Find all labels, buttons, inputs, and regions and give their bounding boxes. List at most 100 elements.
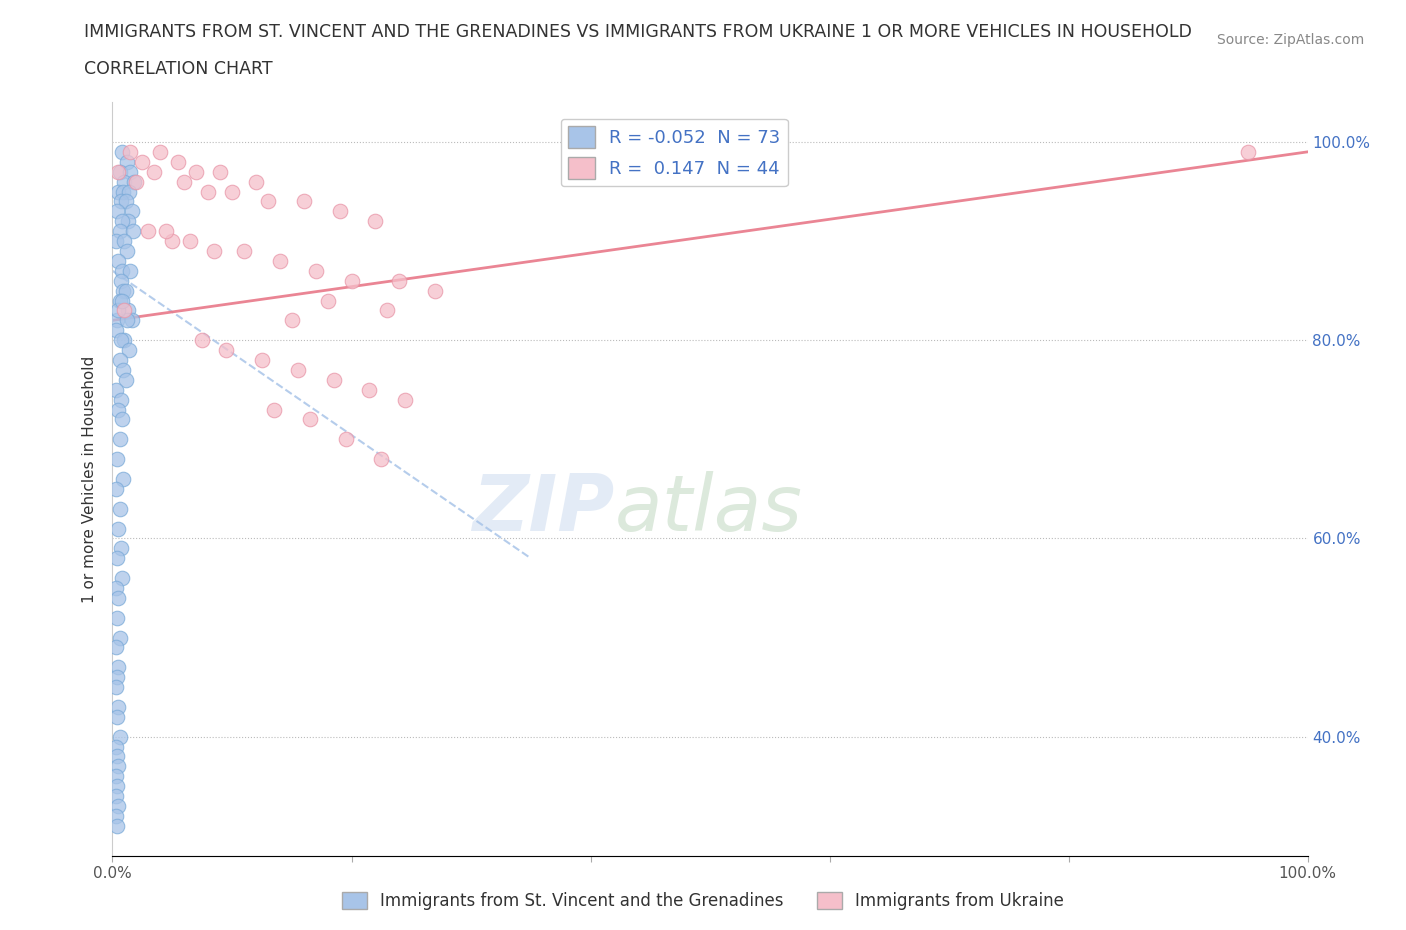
Point [250, 352, 273, 367]
Point [111, 412, 134, 427]
Point [120, 263, 142, 278]
Point [110, 273, 132, 288]
Point [107, 402, 129, 417]
Point [233, 244, 256, 259]
Point [107, 660, 129, 675]
Point [111, 293, 134, 308]
Point [117, 303, 139, 318]
Point [112, 363, 135, 378]
Point [114, 303, 135, 318]
Text: CORRELATION CHART: CORRELATION CHART [84, 60, 273, 78]
Point [112, 283, 135, 298]
Point [191, 333, 214, 348]
Point [105, 818, 128, 833]
Point [105, 233, 128, 248]
Point [105, 323, 128, 338]
Point [322, 372, 344, 387]
Point [121, 224, 143, 239]
Point [105, 580, 128, 595]
Point [110, 333, 132, 348]
Point [131, 154, 153, 169]
Point [115, 312, 138, 327]
Point [105, 769, 128, 784]
Point [114, 233, 135, 248]
Point [340, 273, 363, 288]
Point [108, 293, 131, 308]
Text: ZIP: ZIP [472, 472, 614, 547]
Point [155, 224, 177, 239]
Point [425, 283, 447, 298]
Point [1237, 144, 1260, 159]
Point [292, 194, 315, 209]
Point [105, 680, 128, 695]
Point [110, 392, 132, 407]
Point [115, 244, 138, 259]
Point [149, 144, 172, 159]
Point [281, 312, 304, 327]
Point [108, 432, 131, 446]
Point [114, 333, 135, 348]
Point [114, 283, 136, 298]
Point [105, 640, 128, 655]
Point [173, 174, 195, 189]
Point [125, 174, 148, 189]
Point [108, 352, 131, 367]
Point [111, 263, 134, 278]
Point [112, 184, 135, 199]
Point [298, 412, 321, 427]
Point [179, 233, 201, 248]
Point [107, 184, 129, 199]
Point [370, 452, 392, 467]
Point [111, 214, 134, 229]
Point [269, 254, 291, 269]
Point [215, 342, 238, 357]
Point [108, 165, 131, 179]
Point [287, 363, 309, 378]
Point [107, 165, 129, 179]
Point [107, 591, 129, 605]
Point [105, 789, 128, 804]
Point [105, 778, 128, 793]
Point [359, 382, 381, 397]
Point [105, 382, 128, 397]
Point [316, 293, 339, 308]
Point [329, 204, 352, 219]
Point [105, 204, 128, 219]
Point [110, 194, 132, 209]
Point [143, 165, 166, 179]
Point [202, 244, 225, 259]
Point [105, 551, 128, 565]
Y-axis label: 1 or more Vehicles in Household: 1 or more Vehicles in Household [82, 355, 97, 603]
Point [388, 273, 411, 288]
Point [263, 402, 285, 417]
Point [121, 204, 143, 219]
Point [120, 165, 142, 179]
Point [122, 174, 145, 189]
Point [115, 154, 138, 169]
Point [107, 759, 129, 774]
Point [105, 610, 128, 625]
Point [108, 501, 131, 516]
Point [245, 174, 267, 189]
Point [114, 174, 135, 189]
Point [110, 541, 132, 556]
Text: Source: ZipAtlas.com: Source: ZipAtlas.com [1216, 33, 1364, 46]
Point [394, 392, 416, 407]
Point [162, 233, 183, 248]
Point [108, 631, 131, 645]
Point [114, 194, 136, 209]
Point [105, 710, 128, 724]
Point [105, 312, 128, 327]
Point [105, 670, 128, 684]
Point [138, 224, 160, 239]
Point [120, 144, 142, 159]
Point [118, 342, 141, 357]
Point [112, 472, 135, 486]
Point [105, 749, 128, 764]
Point [364, 214, 387, 229]
Point [335, 432, 357, 446]
Point [108, 224, 131, 239]
Point [107, 521, 129, 536]
Legend: Immigrants from St. Vincent and the Grenadines, Immigrants from Ukraine: Immigrants from St. Vincent and the Gren… [335, 885, 1071, 917]
Point [305, 263, 328, 278]
